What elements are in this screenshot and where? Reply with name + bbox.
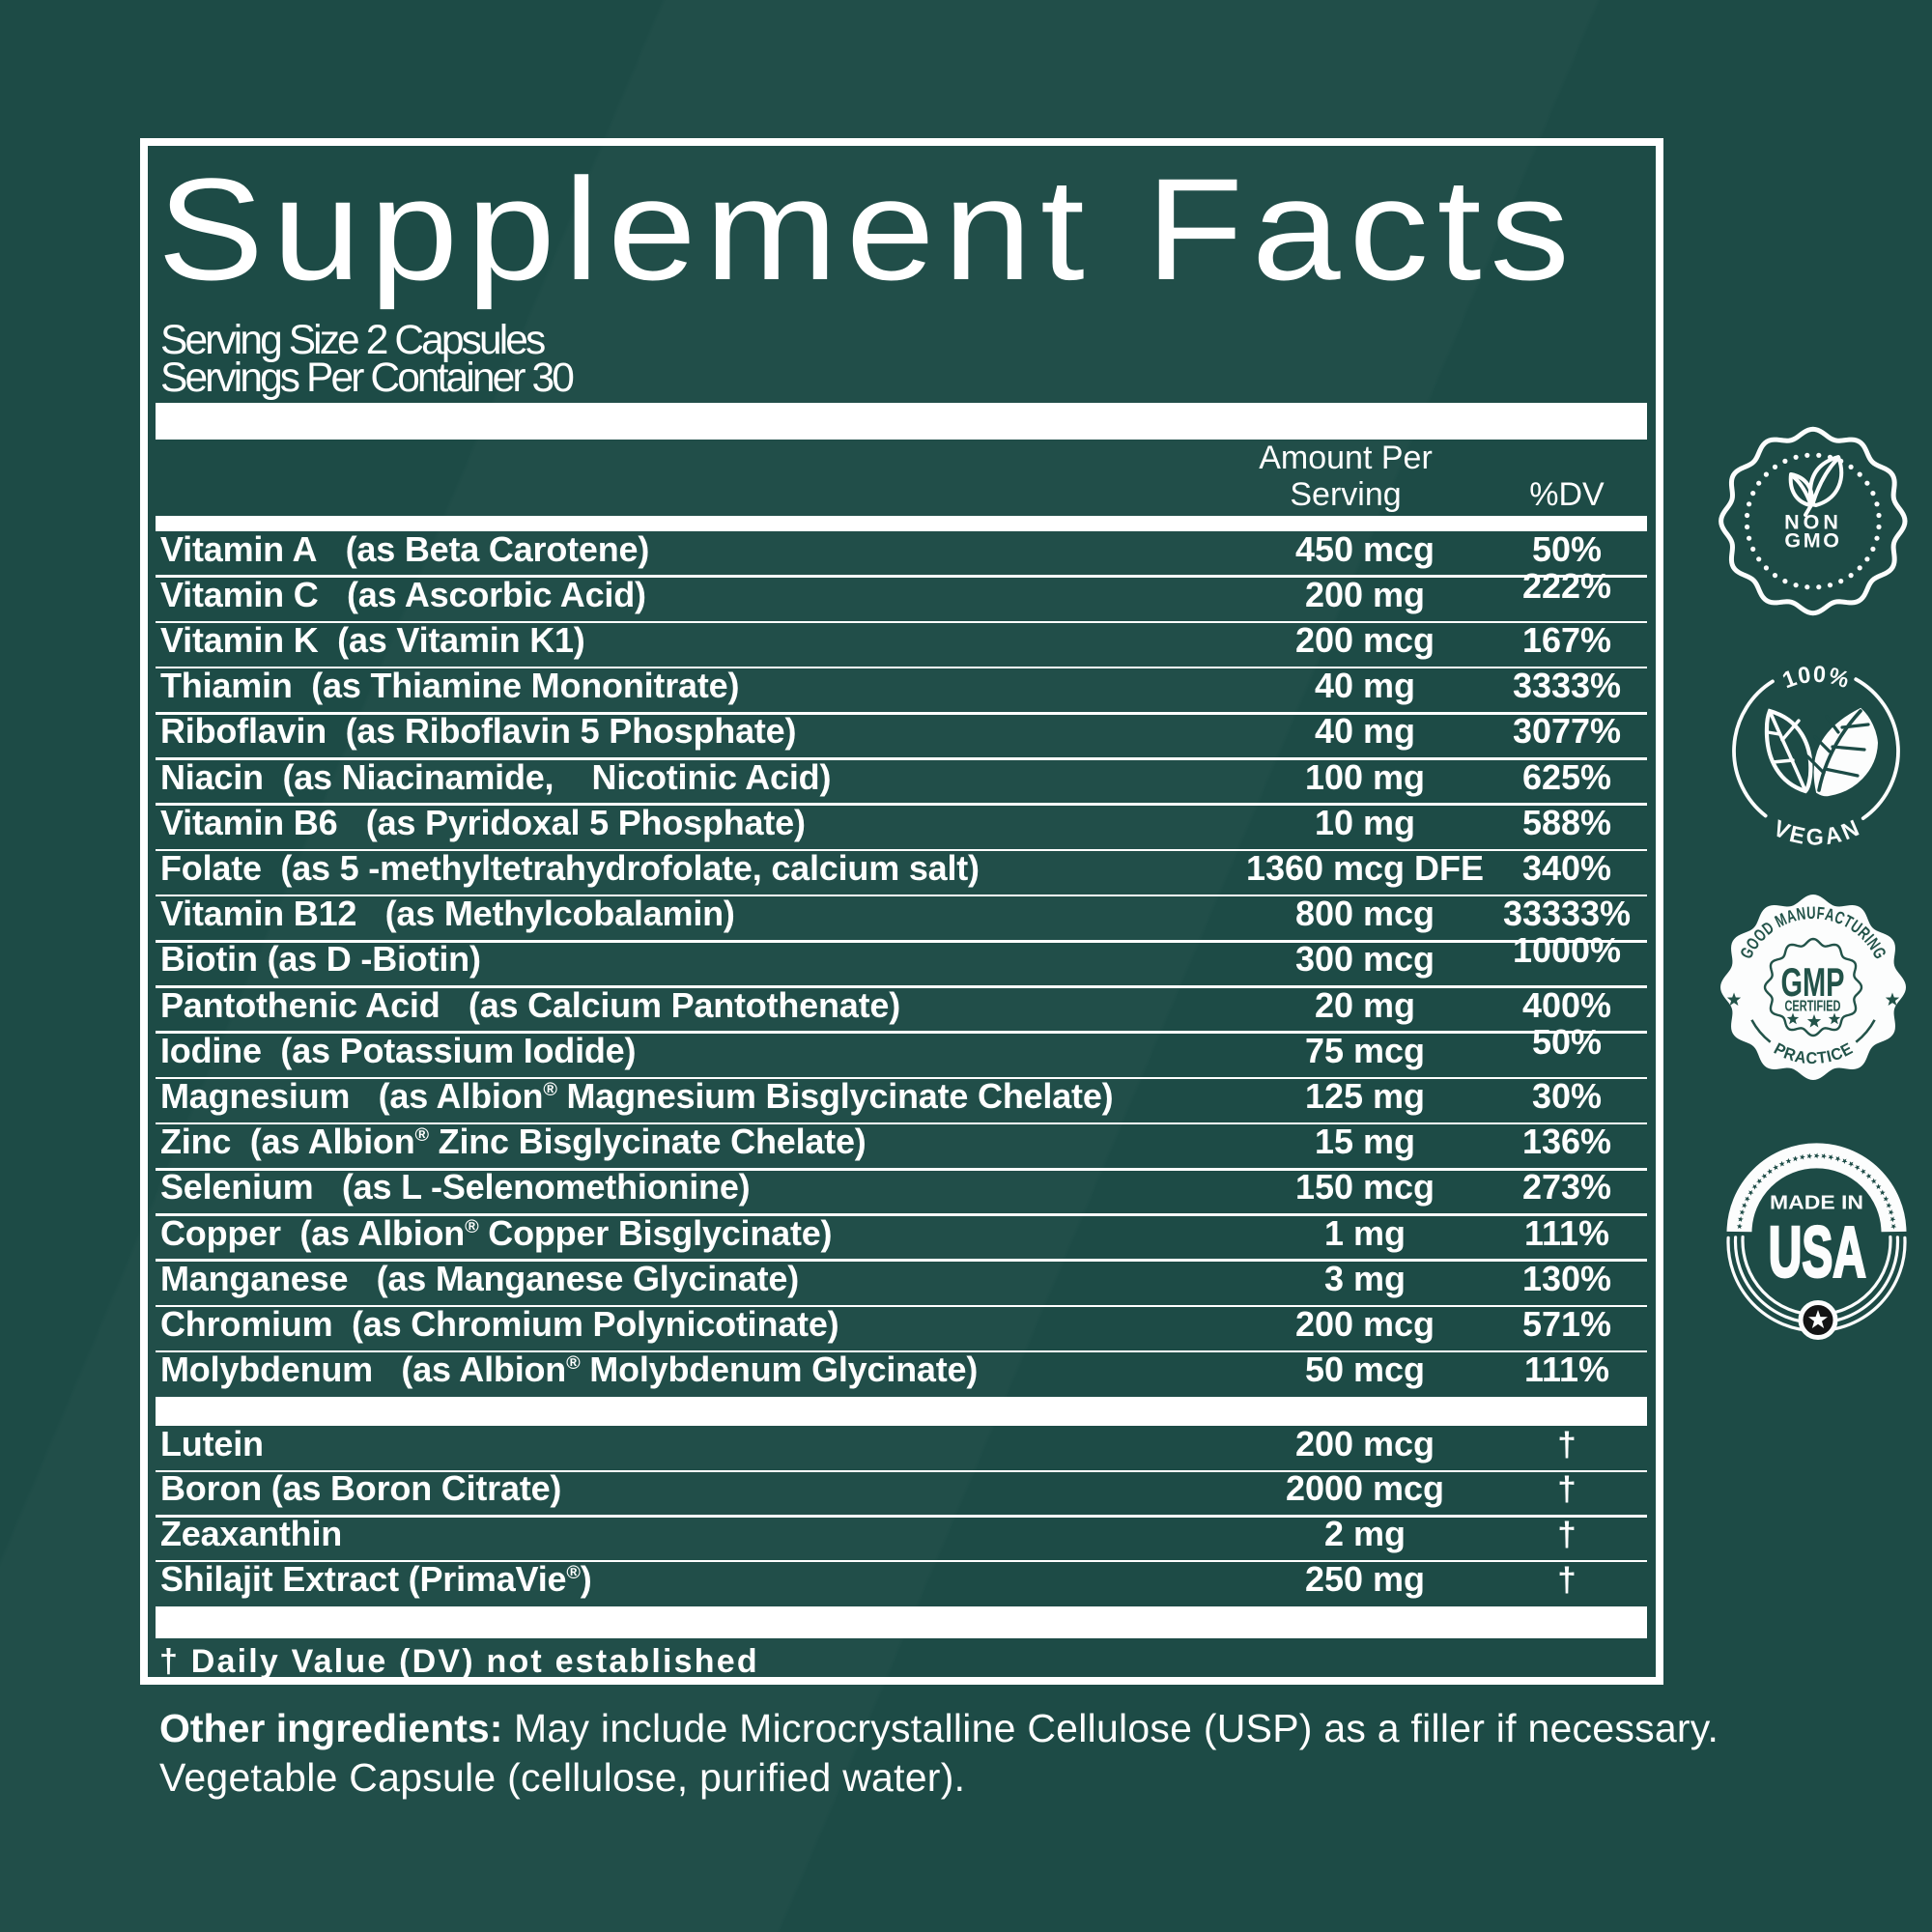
svg-text:GMP: GMP [1781,959,1845,1005]
svg-text:T: T [1816,1048,1828,1068]
svg-text:E: E [1787,822,1807,850]
svg-text:U: U [1806,904,1816,923]
svg-text:GMO: GMO [1784,529,1841,553]
svg-text:A: A [1793,1047,1807,1067]
svg-text:A: A [1823,905,1836,925]
svg-text:F: F [1816,904,1826,923]
svg-text:G: G [1806,825,1824,851]
svg-text:A: A [1823,822,1844,850]
svg-text:USA: USA [1769,1212,1866,1293]
svg-text:NON: NON [1784,511,1842,534]
svg-text:C: C [1805,1048,1817,1067]
svg-text:%: % [1825,663,1852,694]
svg-text:I: I [1825,1047,1833,1066]
svg-text:MADE IN: MADE IN [1770,1191,1863,1213]
svg-text:CERTIFIED: CERTIFIED [1785,999,1841,1015]
svg-text:0: 0 [1812,662,1826,689]
svg-text:N: N [1795,904,1806,924]
svg-text:0: 0 [1796,662,1812,690]
